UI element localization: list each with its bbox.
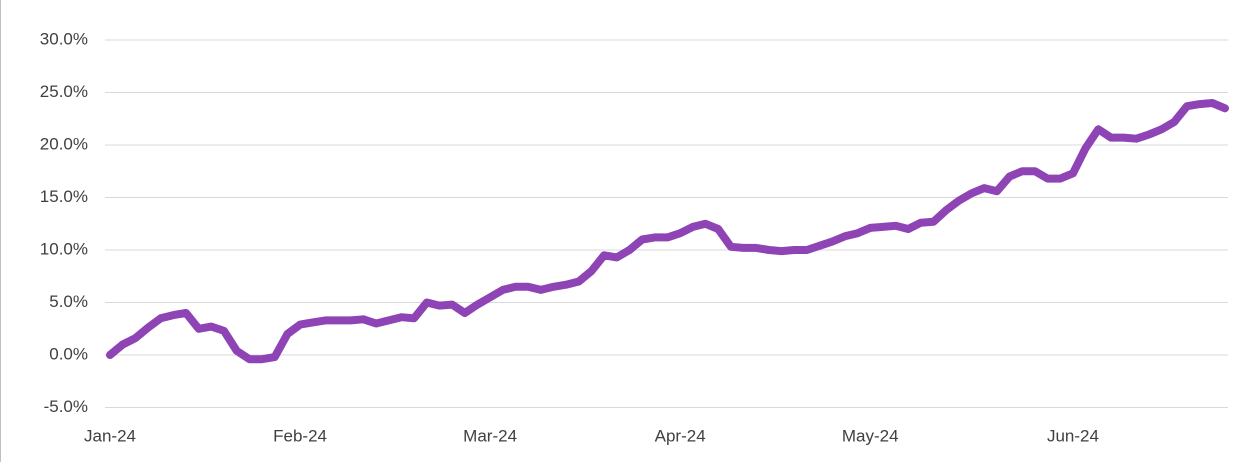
y-tick-label: 25.0% xyxy=(40,82,88,101)
x-tick-label: Feb-24 xyxy=(273,426,327,445)
x-tick-label: May-24 xyxy=(842,426,899,445)
y-tick-label: 0.0% xyxy=(49,344,88,363)
y-tick-label: -5.0% xyxy=(44,397,88,416)
x-tick-label: Jan-24 xyxy=(84,426,136,445)
y-tick-label: 5.0% xyxy=(49,292,88,311)
y-tick-label: 15.0% xyxy=(40,187,88,206)
data-line xyxy=(106,99,1229,364)
y-tick-label: 30.0% xyxy=(40,29,88,48)
y-tick-label: 20.0% xyxy=(40,134,88,153)
x-tick-label: Apr-24 xyxy=(655,426,706,445)
x-tick-label: Jun-24 xyxy=(1047,426,1099,445)
y-tick-label: 10.0% xyxy=(40,239,88,258)
x-tick-label: Mar-24 xyxy=(463,426,517,445)
